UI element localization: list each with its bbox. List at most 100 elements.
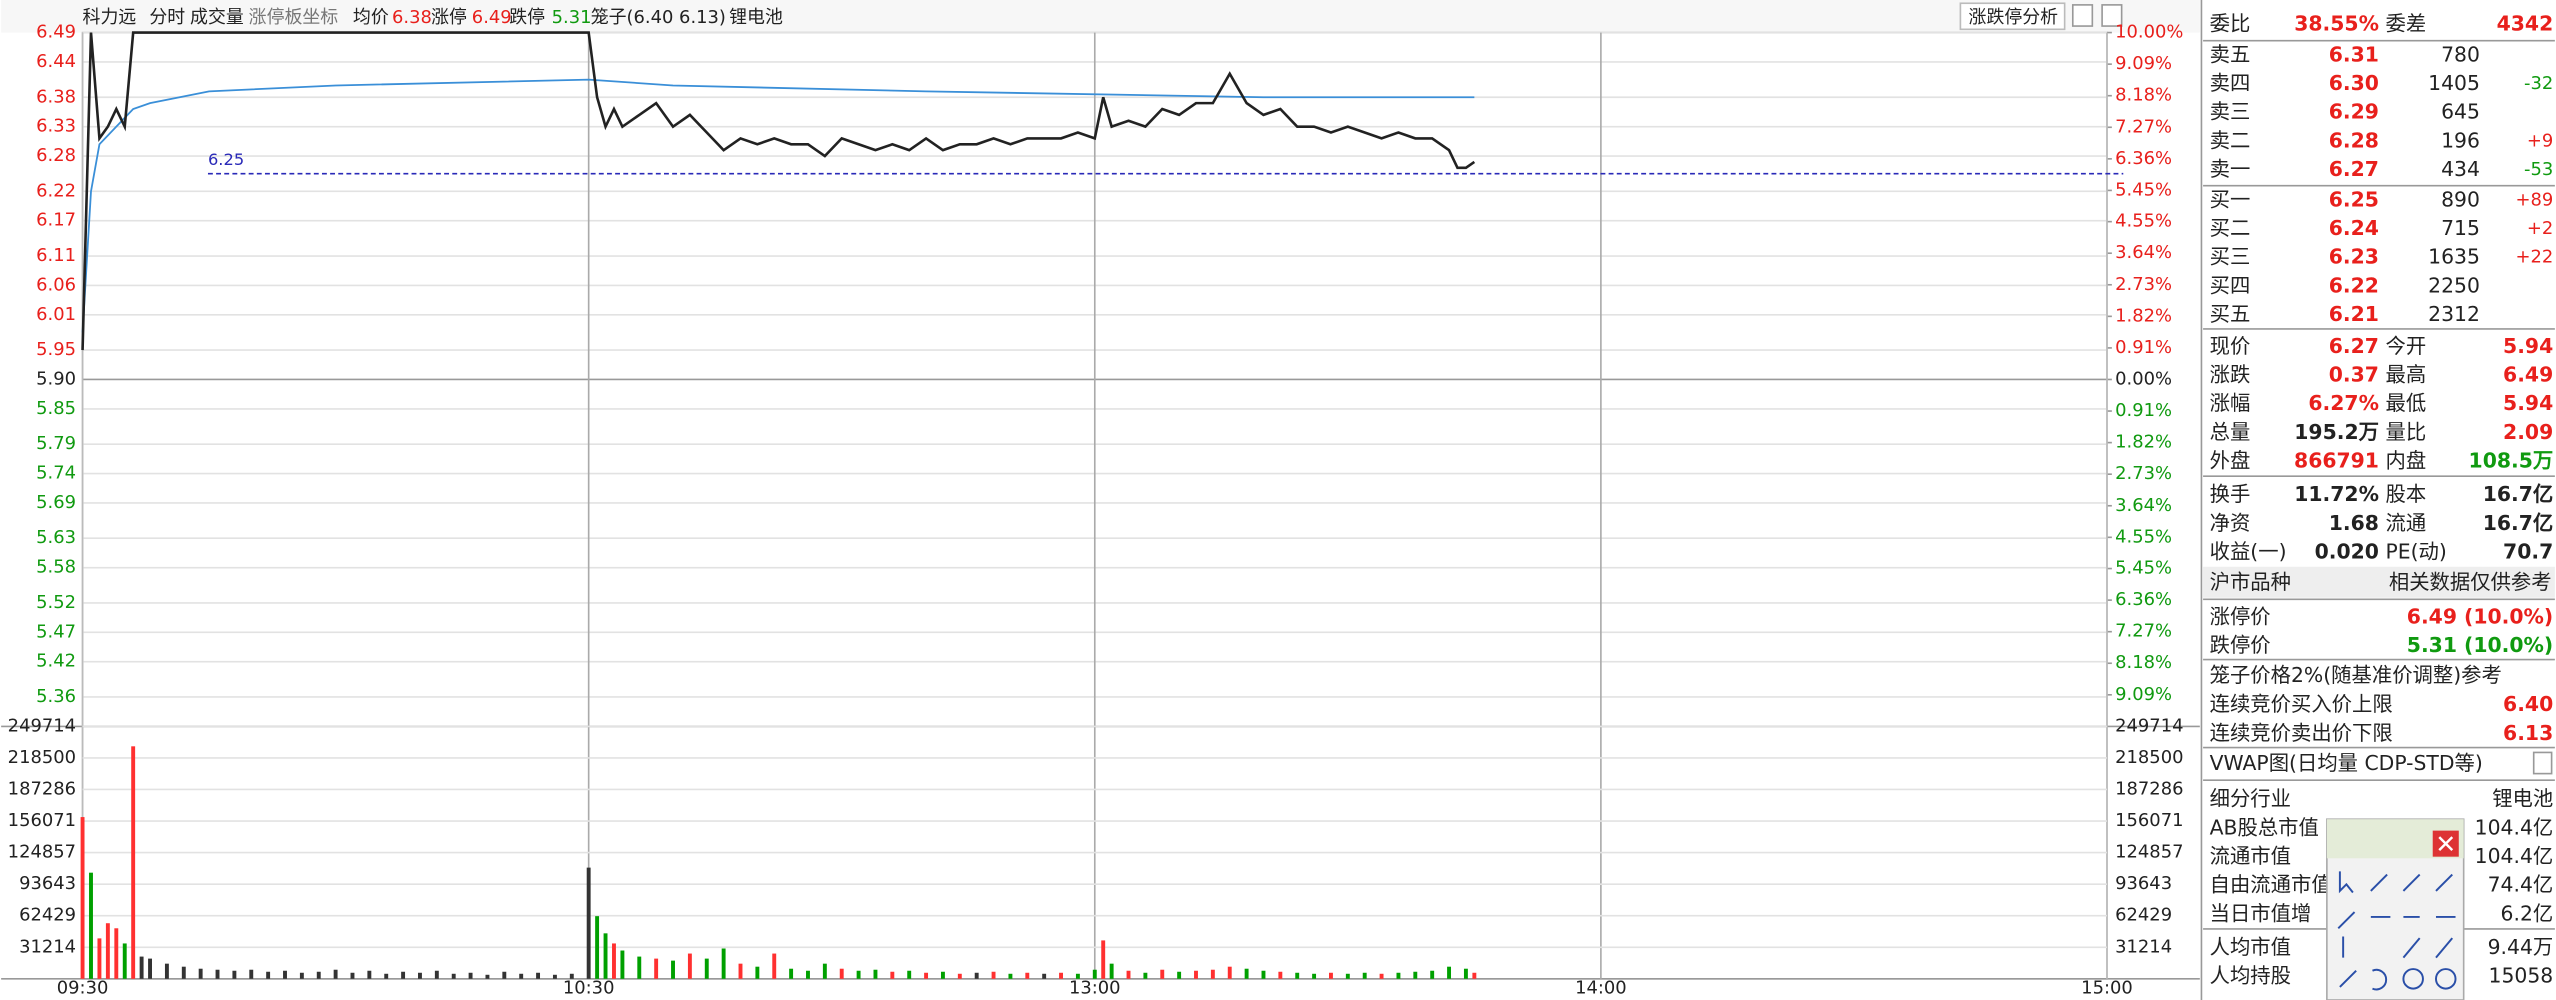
volume-bar: [1472, 972, 1477, 979]
volume-bar: [215, 969, 220, 979]
volume-bar: [991, 971, 996, 979]
volume-bar: [89, 872, 93, 979]
y2-tick-label: 9.09%: [2115, 684, 2172, 705]
panel-text: 流通市值: [2210, 844, 2291, 868]
volume-bar: [1278, 971, 1283, 979]
y-tick-label: 6.38: [36, 86, 76, 107]
panel-text: 9.44万: [2488, 935, 2554, 959]
y-tick-label-right: 156071: [2115, 810, 2183, 831]
volume-bar: [974, 972, 979, 979]
y-tick-label-right: 124857: [2115, 842, 2183, 863]
volume-bar: [367, 970, 372, 979]
analysis-button[interactable]: [1959, 2, 2066, 31]
panel-text: 最低: [2385, 391, 2426, 415]
panel-text: 6.27: [2329, 334, 2379, 358]
panel-text: 股本: [2385, 482, 2426, 506]
panel-text: 买四: [2210, 273, 2251, 297]
volume-bar: [1008, 973, 1013, 979]
volume-bar: [856, 970, 861, 979]
analysis-button-label[interactable]: 涨跌停分析: [1969, 7, 2059, 28]
panel-text: 现价: [2210, 334, 2251, 358]
panel-text: 连续竞价买入价上限: [2210, 692, 2393, 716]
volume-bar: [122, 943, 127, 979]
y2-tick-label: 9.09%: [2115, 53, 2172, 74]
volume-bar: [1447, 966, 1452, 979]
panel-text: -53: [2524, 159, 2553, 180]
volume-bar: [738, 963, 743, 979]
panel-text: 6.2亿: [2501, 901, 2554, 925]
panel-text: 买二: [2210, 216, 2251, 240]
tool-circle[interactable]: [2402, 968, 2424, 990]
panel-text: +22: [2515, 247, 2553, 268]
panel-text: 量比: [2385, 420, 2426, 444]
panel-text: 6.27%: [2308, 391, 2379, 415]
y-tick-label: 5.42: [36, 651, 76, 672]
y-tick-label: 5.79: [36, 433, 76, 454]
tab[interactable]: 涨停板坐标: [249, 7, 339, 28]
tool-lines[interactable]: [2370, 873, 2453, 892]
tab[interactable]: 分时: [149, 7, 185, 28]
volume-bar: [1345, 973, 1350, 979]
y-tick-label: 31214: [19, 936, 76, 957]
volume-bar: [1312, 973, 1317, 979]
panel-text: 流通: [2385, 511, 2426, 535]
tool-lines[interactable]: [2342, 936, 2454, 959]
panel-text: 0.020: [2315, 539, 2379, 563]
panel-text: 780: [2441, 42, 2480, 66]
y2-tick-label: 2.73%: [2115, 463, 2172, 484]
y-tick-label-right: 62429: [2115, 905, 2172, 926]
tool-circle[interactable]: [2435, 968, 2457, 990]
y2-tick-label: 7.27%: [2115, 116, 2172, 137]
panel-text: 11.72%: [2294, 482, 2379, 506]
volume-bar: [907, 970, 912, 979]
panel-text: 自由流通市值: [2210, 873, 2332, 897]
x-tick-label: 14:00: [1575, 978, 1627, 999]
y2-tick-label: 1.82%: [2115, 305, 2172, 326]
panel-text: 沪市品种: [2210, 570, 2291, 594]
panel-text: 涨停价: [2210, 604, 2271, 628]
volume-bar: [97, 938, 102, 979]
y-tick-label: 5.63: [36, 527, 76, 548]
volume-bar: [1261, 970, 1266, 979]
limit-down-label: 跌停: [509, 7, 545, 28]
icon-button[interactable]: [2101, 4, 2123, 27]
volume-bar: [434, 970, 439, 979]
volume-bar: [654, 958, 659, 979]
volume-bar: [485, 974, 490, 979]
panel-text: 1.68: [2329, 511, 2379, 535]
limit-up-label: 涨停: [431, 7, 467, 28]
tab[interactable]: 成交量: [190, 7, 244, 28]
volume-bar: [1227, 966, 1232, 979]
panel-text: +89: [2515, 189, 2553, 210]
volume-bar: [1160, 969, 1165, 979]
y-tick-label: 6.28: [36, 145, 76, 166]
x-tick-label: 15:00: [2081, 978, 2133, 999]
avg-label: 均价: [353, 7, 389, 28]
panel-text: 内盘: [2385, 449, 2426, 473]
y-tick-label: 5.90: [36, 368, 76, 389]
quote-panel: 委比 38.55% 委差 4342 卖五 6.31 780 卖四 6.30 1405 -32 卖三 6.…: [2203, 11, 2555, 988]
panel-text: 买五: [2210, 302, 2251, 326]
volume-bar: [940, 971, 945, 979]
icon-button[interactable]: [2071, 4, 2094, 27]
panel-text: 6.49 (10.0%): [2407, 604, 2553, 628]
y-tick-label: 6.01: [36, 304, 76, 325]
tool-lines[interactable]: [2337, 911, 2456, 930]
volume-bar: [139, 956, 144, 979]
volume-bar: [1194, 970, 1198, 979]
y2-tick-label: 0.91%: [2115, 400, 2172, 421]
header-bar: [1, 0, 2200, 33]
sector: 锂电池: [729, 7, 783, 28]
tool-arc[interactable]: [2339, 968, 2388, 991]
volume-bar: [1244, 968, 1249, 979]
panel-text: 866791: [2294, 449, 2379, 473]
panel-text: 买一: [2210, 187, 2251, 211]
volume-bar: [1126, 970, 1131, 979]
volume-bar: [704, 958, 709, 979]
y2-tick-label: 0.91%: [2115, 337, 2172, 358]
volume-bar: [283, 970, 287, 979]
volume-bar: [957, 973, 962, 979]
y-tick-label: 5.47: [36, 621, 76, 642]
tool-cursor[interactable]: [2338, 871, 2354, 894]
